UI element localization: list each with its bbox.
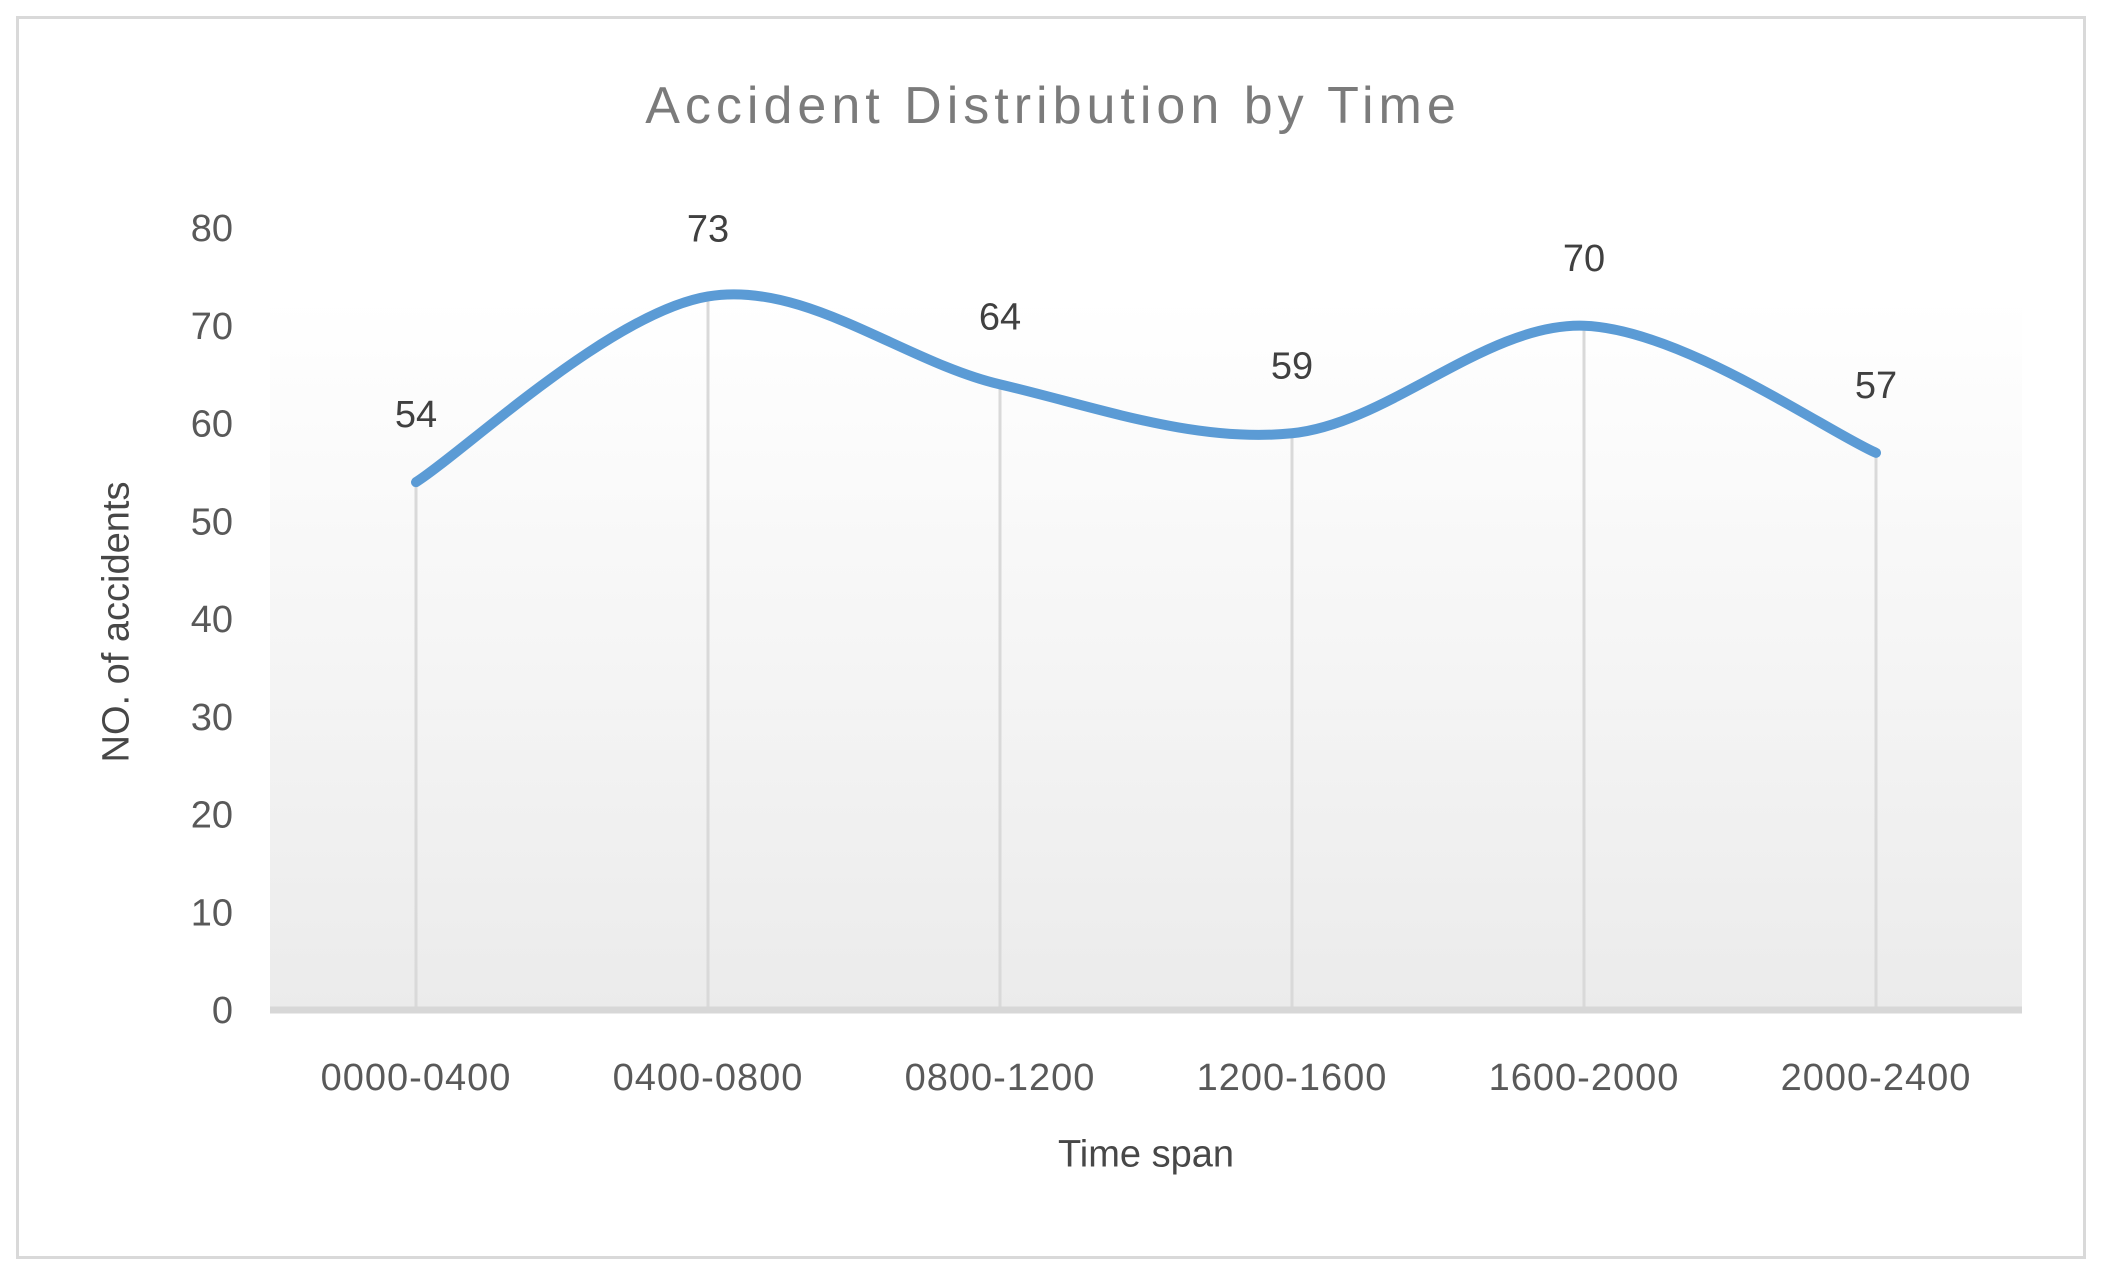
data-label: 64: [979, 296, 1021, 338]
data-label: 57: [1855, 365, 1897, 407]
data-label: 70: [1563, 238, 1605, 280]
data-label: 59: [1271, 345, 1313, 387]
y-tick-label: 60: [191, 404, 233, 446]
series-line: [411, 289, 1881, 488]
x-axis-title: Time span: [1058, 1133, 1234, 1176]
y-tick-label: 20: [191, 795, 233, 837]
y-tick-label: 10: [191, 892, 233, 934]
data-label: 73: [687, 208, 729, 250]
x-tick-label: 1600-2000: [1489, 1057, 1680, 1099]
y-tick-label: 30: [191, 697, 233, 739]
y-tick-label: 80: [191, 208, 233, 250]
data-label: 54: [395, 394, 437, 436]
y-tick-label: 40: [191, 599, 233, 641]
plot-background: [270, 228, 2022, 1010]
x-tick-label: 0400-0800: [613, 1057, 804, 1099]
y-tick-label: 0: [212, 990, 233, 1032]
x-tick-label: 0800-1200: [905, 1057, 1096, 1099]
y-tick-label: 50: [191, 501, 233, 543]
chart-title: Accident Distribution by Time: [645, 77, 1461, 135]
x-tick-label: 2000-2400: [1781, 1057, 1972, 1099]
x-tick-label: 1200-1600: [1197, 1057, 1388, 1099]
y-tick-label: 70: [191, 306, 233, 348]
x-tick-label: 0000-0400: [321, 1057, 512, 1099]
